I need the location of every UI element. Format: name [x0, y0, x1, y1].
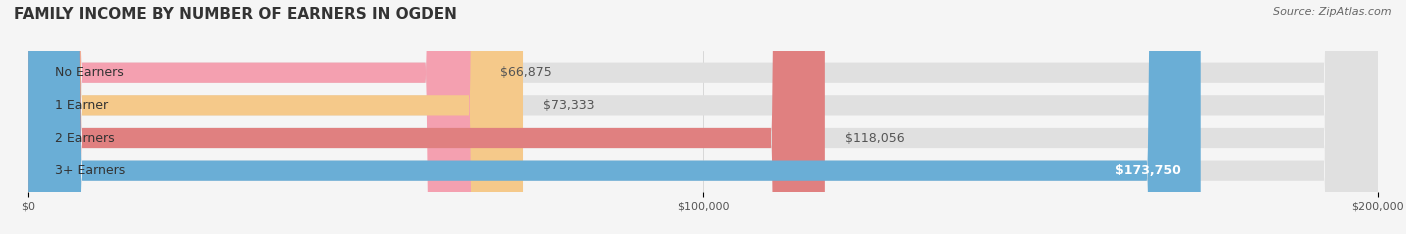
Text: FAMILY INCOME BY NUMBER OF EARNERS IN OGDEN: FAMILY INCOME BY NUMBER OF EARNERS IN OG…: [14, 7, 457, 22]
FancyBboxPatch shape: [28, 0, 1201, 234]
Text: $118,056: $118,056: [845, 132, 904, 145]
FancyBboxPatch shape: [28, 0, 1378, 234]
FancyBboxPatch shape: [28, 0, 825, 234]
FancyBboxPatch shape: [28, 0, 523, 234]
Text: $173,750: $173,750: [1115, 164, 1181, 177]
FancyBboxPatch shape: [28, 0, 1378, 234]
Text: 3+ Earners: 3+ Earners: [55, 164, 125, 177]
Text: Source: ZipAtlas.com: Source: ZipAtlas.com: [1274, 7, 1392, 17]
Text: 2 Earners: 2 Earners: [55, 132, 115, 145]
FancyBboxPatch shape: [28, 0, 1378, 234]
FancyBboxPatch shape: [28, 0, 479, 234]
Text: $66,875: $66,875: [499, 66, 551, 79]
Text: 1 Earner: 1 Earner: [55, 99, 108, 112]
FancyBboxPatch shape: [28, 0, 1378, 234]
Text: $73,333: $73,333: [543, 99, 595, 112]
Text: No Earners: No Earners: [55, 66, 124, 79]
